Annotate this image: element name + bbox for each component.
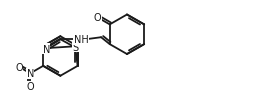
Text: N: N — [27, 69, 34, 79]
Text: N: N — [43, 44, 50, 54]
Text: NH: NH — [74, 35, 89, 45]
Text: O: O — [94, 13, 101, 23]
Text: S: S — [72, 43, 78, 53]
Text: O: O — [15, 62, 23, 72]
Text: O: O — [26, 81, 34, 91]
